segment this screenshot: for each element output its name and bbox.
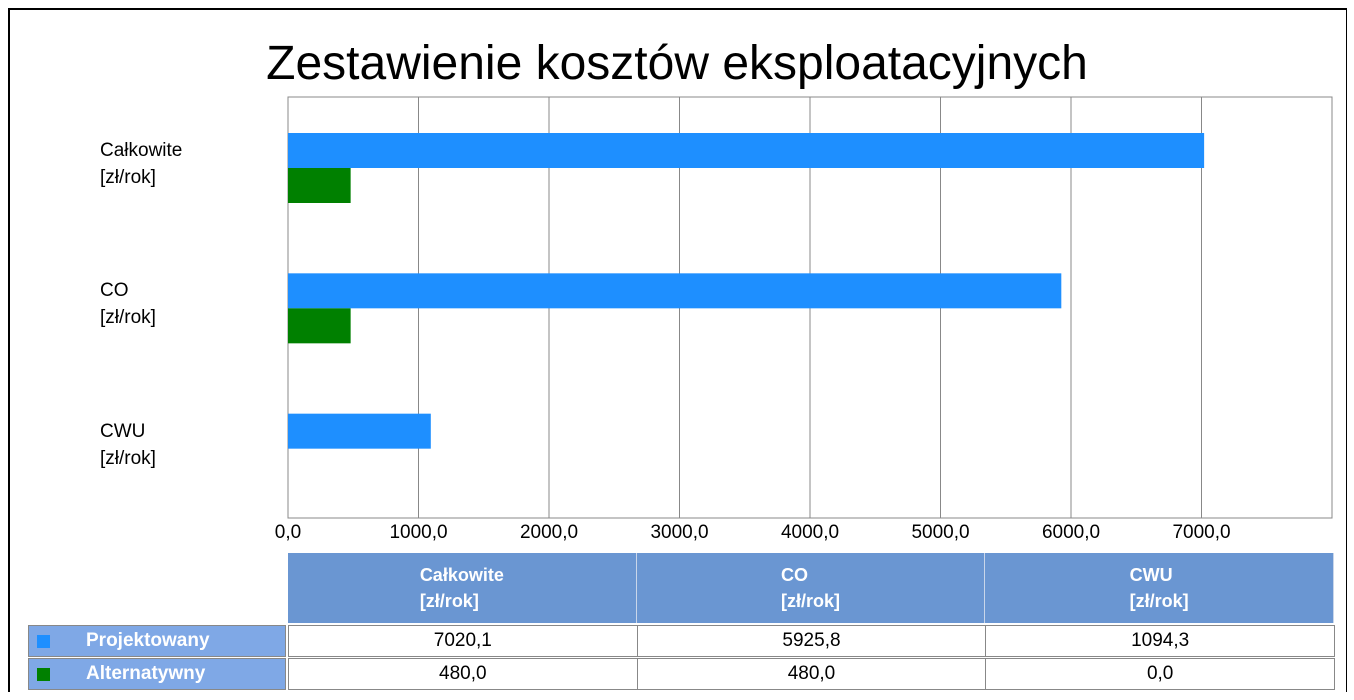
x-tick-label: 4000,0 xyxy=(780,522,840,543)
x-tick-label: 6000,0 xyxy=(1041,522,1101,543)
table-header-text: Całkowite [zł/rok] xyxy=(419,565,504,611)
bar xyxy=(288,168,351,203)
x-tick-label: 2000,0 xyxy=(519,522,579,543)
bar xyxy=(288,273,1062,309)
bar xyxy=(288,133,1205,168)
table-header: CO [zł/rok] xyxy=(636,553,986,623)
frame xyxy=(8,8,1347,692)
y-tick-label: CO [zł/rok] xyxy=(100,280,156,329)
legend-item: Projektowany xyxy=(28,625,286,657)
table-header: Całkowite [zł/rok] xyxy=(288,553,637,623)
legend-label: Projektowany xyxy=(86,630,210,651)
legend-swatch xyxy=(37,667,50,681)
bar xyxy=(288,308,351,344)
table-cell: 7020,1 xyxy=(288,625,638,657)
x-tick-label: 3000,0 xyxy=(650,522,709,543)
legend-label: Alternatywny xyxy=(86,663,206,684)
y-tick-label: Całkowite [zł/rok] xyxy=(100,140,183,188)
table-cell: 480,0 xyxy=(288,658,638,690)
table-cell: 480,0 xyxy=(636,658,987,690)
x-tick-label: 0,0 xyxy=(274,522,302,543)
table-cell: 5925,8 xyxy=(636,625,987,657)
table-cell: 0,0 xyxy=(985,658,1335,690)
x-tick-label: 7000,0 xyxy=(1172,522,1231,543)
table-cell: 1094,3 xyxy=(985,625,1335,657)
legend-item: Alternatywny xyxy=(28,658,286,690)
table-header: CWU [zł/rok] xyxy=(985,553,1334,623)
y-tick-label: CWU [zł/rok] xyxy=(100,420,156,469)
x-tick-label: 1000,0 xyxy=(389,522,448,543)
bar xyxy=(288,413,431,449)
table-header-text: CWU [zł/rok] xyxy=(1129,565,1189,611)
chart-title: Zestawienie kosztów eksploatacyjnych xyxy=(266,37,1088,90)
x-tick-label: 5000,0 xyxy=(911,522,970,543)
legend-swatch xyxy=(37,634,50,648)
table-header-text: CO [zł/rok] xyxy=(780,565,840,611)
